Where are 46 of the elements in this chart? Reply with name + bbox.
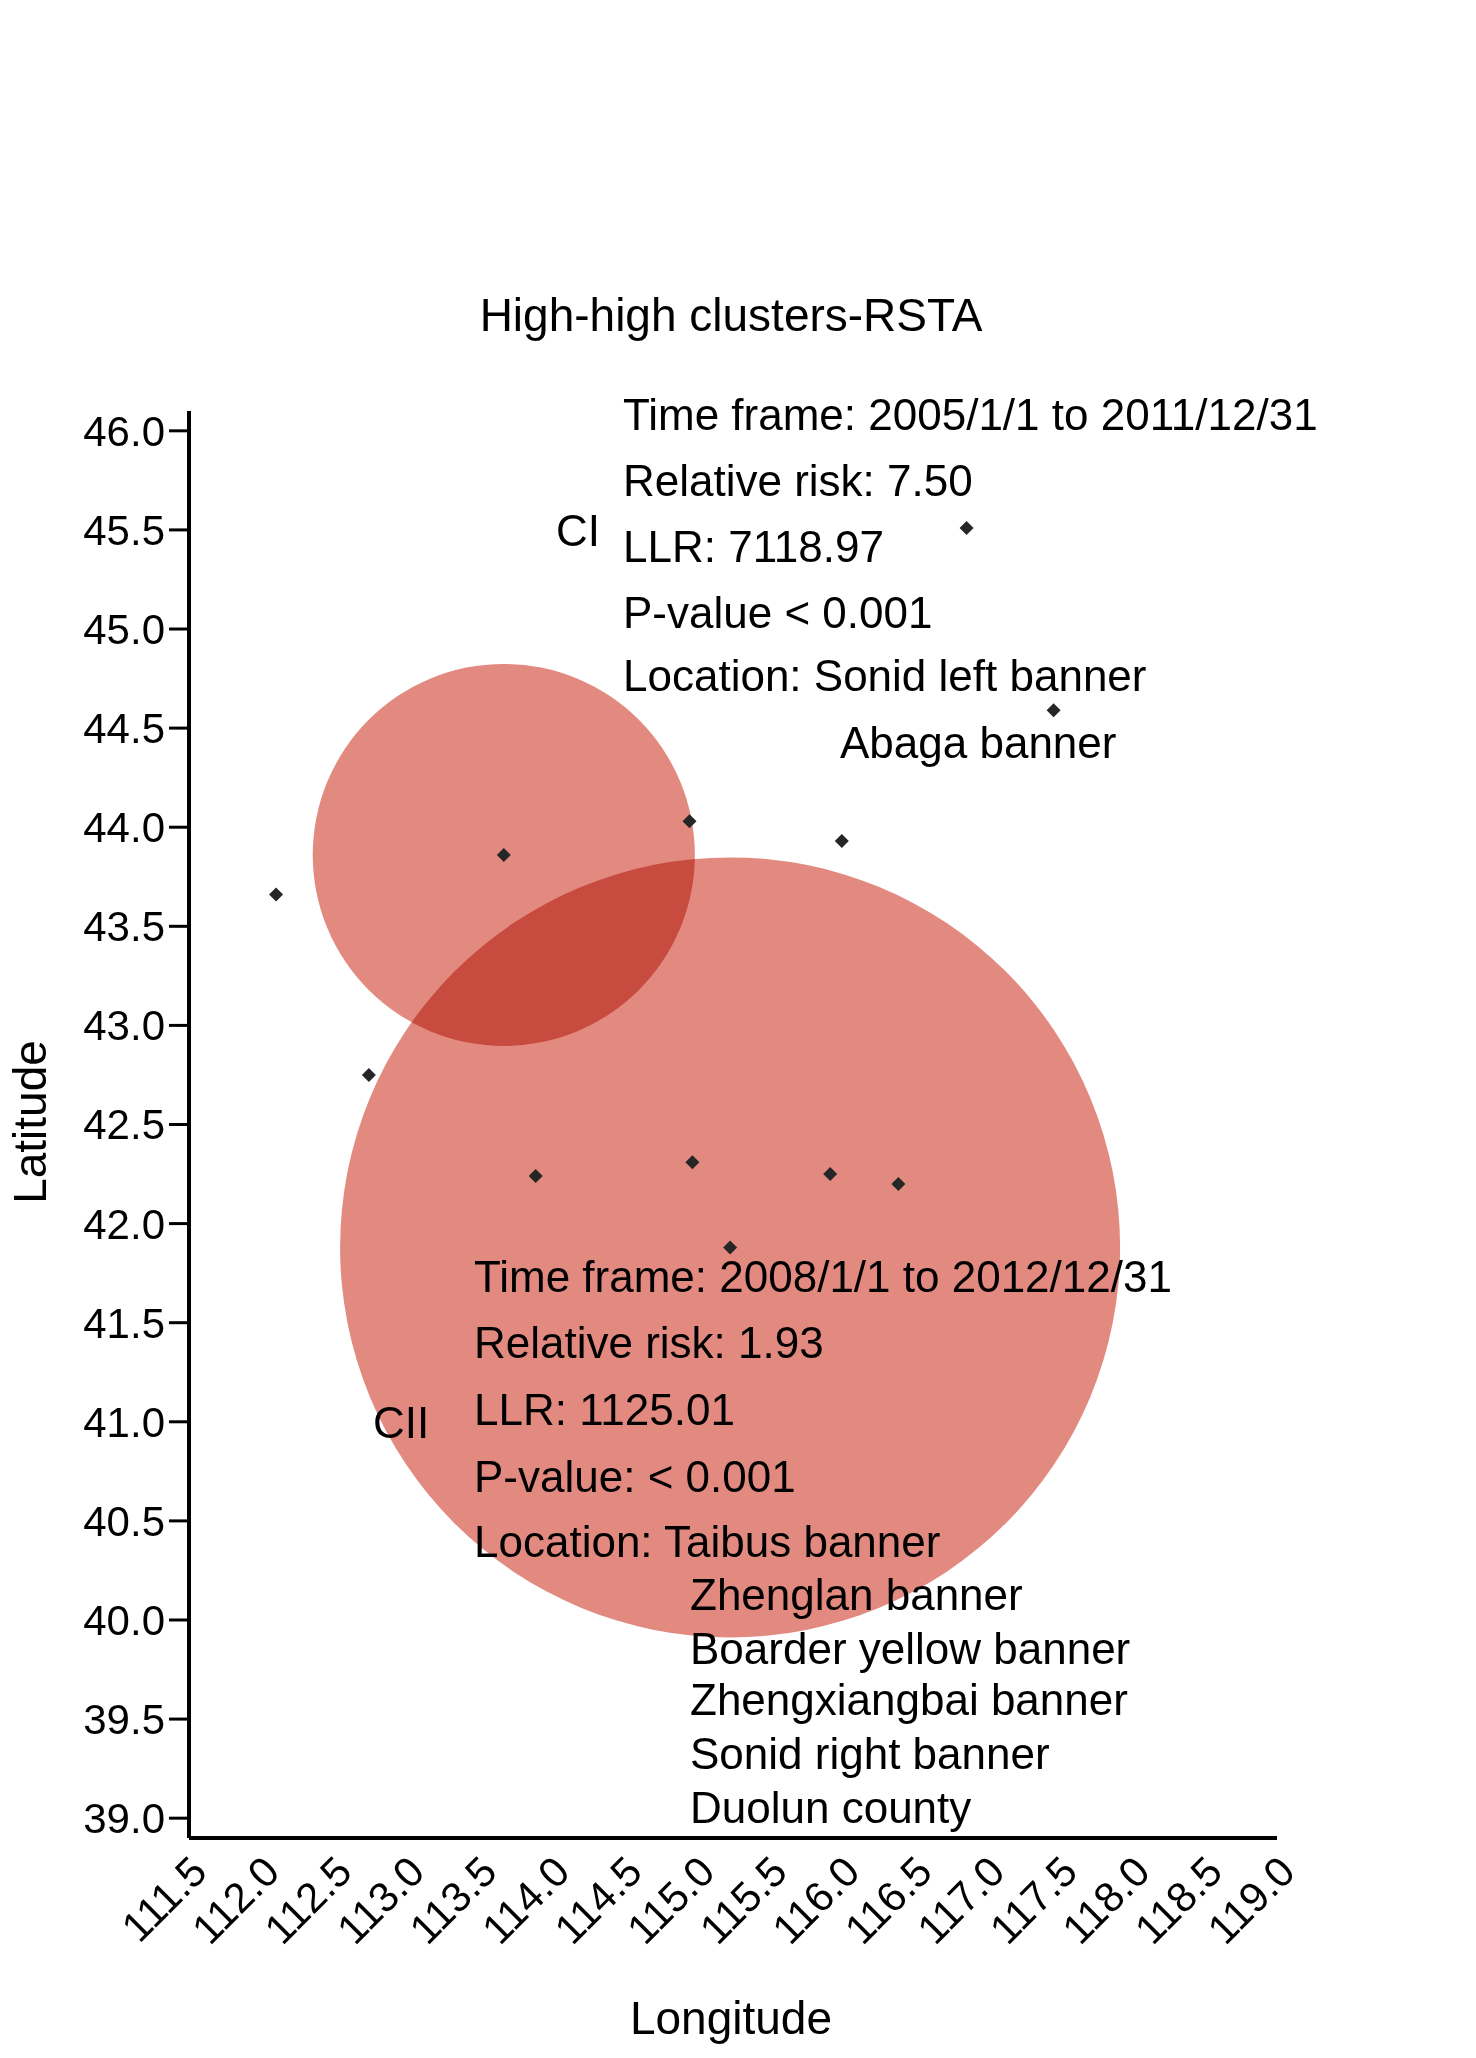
y-tick-label: 45.5 (83, 506, 165, 554)
point (496, 847, 511, 862)
annotation: Relative risk: 1.93 (474, 1318, 824, 1367)
y-axis-title: Latitude (4, 1040, 56, 1204)
y-tick-label: 41.0 (83, 1398, 165, 1446)
x-axis-title: Longitude (629, 1992, 833, 2044)
annotation: Sonid right banner (690, 1729, 1050, 1778)
annotation: Location: Sonid left banner (623, 651, 1147, 700)
annotation: P-value < 0.001 (623, 588, 933, 637)
annotation: Zhenglan banner (690, 1570, 1023, 1619)
y-tick-label: 43.0 (83, 1002, 165, 1050)
point (1046, 703, 1061, 718)
y-tick-label: 40.5 (83, 1497, 165, 1545)
y-tick-label: 40.0 (83, 1596, 165, 1644)
point (959, 520, 974, 535)
y-tick-label: 39.5 (83, 1695, 165, 1743)
point (361, 1067, 376, 1082)
y-tick-label: 42.0 (83, 1200, 165, 1248)
y-tick-label: 41.5 (83, 1299, 165, 1347)
annotation: CI (556, 506, 600, 555)
point (269, 887, 284, 902)
point (891, 1176, 906, 1191)
annotation: LLR: 7118.97 (623, 522, 884, 571)
annotation: LLR: 1125.01 (474, 1385, 735, 1434)
y-tick-label: 43.5 (83, 903, 165, 951)
annotation: Relative risk: 7.50 (623, 456, 973, 505)
point (682, 814, 697, 829)
annotation: Zhengxiangbai banner (690, 1675, 1128, 1724)
annotation: P-value: < 0.001 (474, 1452, 796, 1501)
point (834, 834, 849, 849)
point (685, 1155, 700, 1170)
y-tick-label: 42.5 (83, 1101, 165, 1149)
y-tick-label: 44.5 (83, 705, 165, 753)
y-tick-label: 44.0 (83, 804, 165, 852)
y-tick-label: 39.0 (83, 1795, 165, 1843)
annotation: Boarder yellow banner (690, 1624, 1131, 1673)
chart-title: High-high clusters-RSTA (479, 289, 983, 341)
y-tick-label: 46.0 (83, 407, 165, 455)
point (528, 1169, 543, 1184)
y-tick-label: 45.0 (83, 605, 165, 653)
annotation: Duolun county (690, 1783, 972, 1832)
annotation: Abaga banner (840, 718, 1117, 767)
annotation: Time frame: 2005/1/1 to 2011/12/31 (623, 390, 1318, 439)
annotation: Location: Taibus banner (474, 1517, 941, 1566)
point (823, 1167, 838, 1182)
point (723, 1240, 738, 1255)
